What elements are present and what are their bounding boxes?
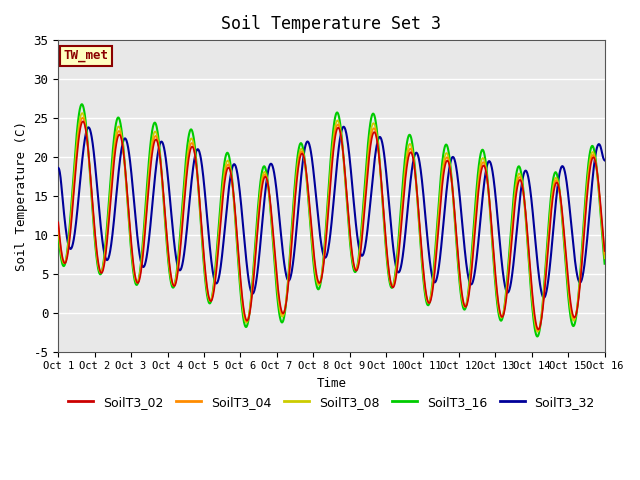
Legend: SoilT3_02, SoilT3_04, SoilT3_08, SoilT3_16, SoilT3_32: SoilT3_02, SoilT3_04, SoilT3_08, SoilT3_… (63, 391, 600, 414)
Y-axis label: Soil Temperature (C): Soil Temperature (C) (15, 121, 28, 271)
Text: TW_met: TW_met (64, 49, 109, 62)
Title: Soil Temperature Set 3: Soil Temperature Set 3 (221, 15, 442, 33)
X-axis label: Time: Time (316, 377, 346, 390)
